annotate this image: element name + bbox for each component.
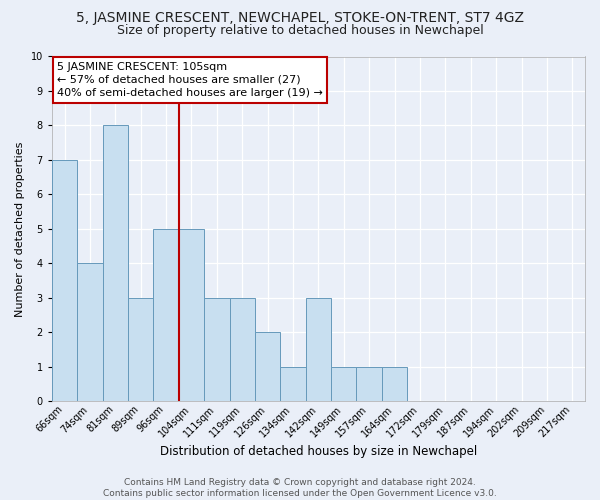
Bar bbox=[103, 126, 128, 402]
Bar bbox=[77, 264, 103, 402]
Bar bbox=[255, 332, 280, 402]
Y-axis label: Number of detached properties: Number of detached properties bbox=[15, 141, 25, 316]
Bar bbox=[52, 160, 77, 402]
Bar bbox=[306, 298, 331, 402]
Bar bbox=[204, 298, 230, 402]
Text: Size of property relative to detached houses in Newchapel: Size of property relative to detached ho… bbox=[116, 24, 484, 37]
Bar bbox=[230, 298, 255, 402]
Bar bbox=[179, 229, 204, 402]
X-axis label: Distribution of detached houses by size in Newchapel: Distribution of detached houses by size … bbox=[160, 444, 477, 458]
Bar bbox=[356, 367, 382, 402]
Text: 5, JASMINE CRESCENT, NEWCHAPEL, STOKE-ON-TRENT, ST7 4GZ: 5, JASMINE CRESCENT, NEWCHAPEL, STOKE-ON… bbox=[76, 11, 524, 25]
Text: Contains HM Land Registry data © Crown copyright and database right 2024.
Contai: Contains HM Land Registry data © Crown c… bbox=[103, 478, 497, 498]
Bar bbox=[128, 298, 154, 402]
Bar bbox=[154, 229, 179, 402]
Bar bbox=[280, 367, 306, 402]
Text: 5 JASMINE CRESCENT: 105sqm
← 57% of detached houses are smaller (27)
40% of semi: 5 JASMINE CRESCENT: 105sqm ← 57% of deta… bbox=[57, 62, 323, 98]
Bar bbox=[331, 367, 356, 402]
Bar bbox=[382, 367, 407, 402]
